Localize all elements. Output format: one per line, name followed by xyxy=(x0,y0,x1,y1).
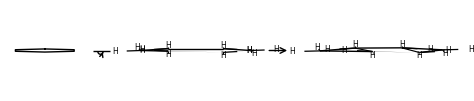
Text: H: H xyxy=(246,46,252,55)
Text: H: H xyxy=(352,40,358,49)
Text: H: H xyxy=(139,45,145,54)
Text: H: H xyxy=(165,41,171,50)
Text: H: H xyxy=(220,41,226,50)
Text: H: H xyxy=(341,46,347,55)
Polygon shape xyxy=(373,52,419,53)
Text: H: H xyxy=(251,49,257,58)
Text: H: H xyxy=(399,40,405,49)
Text: H: H xyxy=(289,47,294,56)
Text: H: H xyxy=(442,49,448,58)
Text: H: H xyxy=(139,46,145,55)
Text: H: H xyxy=(246,46,252,55)
Text: H: H xyxy=(273,45,279,54)
Text: H: H xyxy=(370,50,375,59)
Text: H: H xyxy=(165,50,171,59)
Text: H: H xyxy=(324,45,329,54)
Text: H: H xyxy=(112,47,118,56)
Polygon shape xyxy=(223,50,250,52)
Text: H: H xyxy=(445,46,450,55)
Text: H: H xyxy=(417,51,422,60)
Text: H: H xyxy=(315,43,320,52)
Text: H: H xyxy=(134,43,140,52)
Polygon shape xyxy=(168,51,223,52)
Text: H: H xyxy=(220,51,226,60)
Polygon shape xyxy=(419,50,443,53)
Text: H: H xyxy=(427,45,433,54)
Text: H: H xyxy=(468,45,474,54)
